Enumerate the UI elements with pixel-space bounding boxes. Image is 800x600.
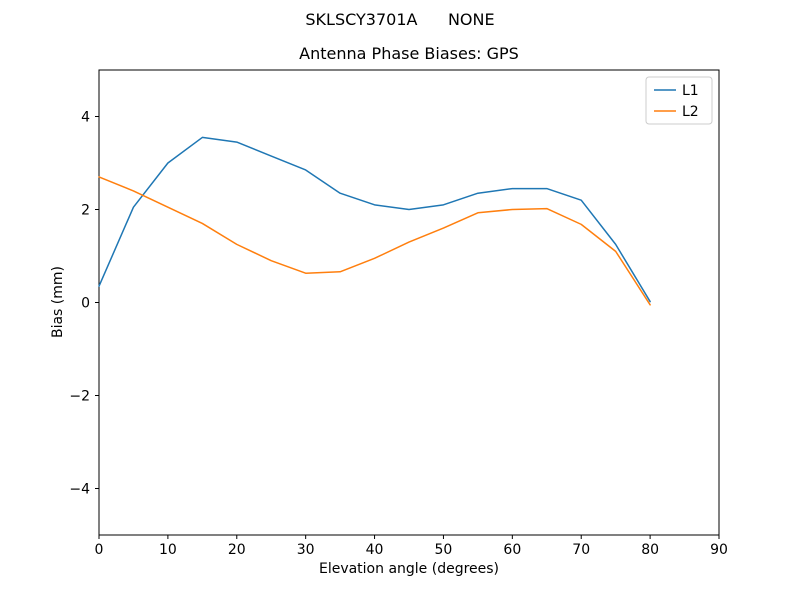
x-tick-label: 90 [710,542,728,558]
x-tick-label: 70 [572,542,590,558]
x-tick-label: 0 [95,542,104,558]
y-axis-label: Bias (mm) [50,265,66,339]
y-tick-label: 0 [81,296,90,312]
figure-suptitle: SKLSCY3701A NONE [305,10,495,29]
legend-label-L1: L1 [682,83,699,99]
series-line-L2 [98,176,651,306]
legend-label-L2: L2 [682,104,699,120]
x-tick-label: 30 [297,542,315,558]
x-tick-label: 20 [228,542,246,558]
legend-box [645,76,713,125]
x-axis-label: Elevation angle (degrees) [318,561,500,577]
x-tick-label: 40 [366,542,384,558]
y-tick-label: −4 [69,482,90,498]
x-tick-label: 10 [159,542,177,558]
y-tick-label: 4 [81,110,90,126]
y-tick-label: 2 [81,203,90,219]
axes-title: Antenna Phase Biases: GPS [299,44,519,63]
axes-frame [98,69,720,536]
x-tick-label: 50 [435,542,453,558]
series-line-L1 [98,136,651,303]
x-tick-label: 80 [641,542,659,558]
x-tick-label: 60 [503,542,521,558]
y-tick-label: −2 [69,389,90,405]
